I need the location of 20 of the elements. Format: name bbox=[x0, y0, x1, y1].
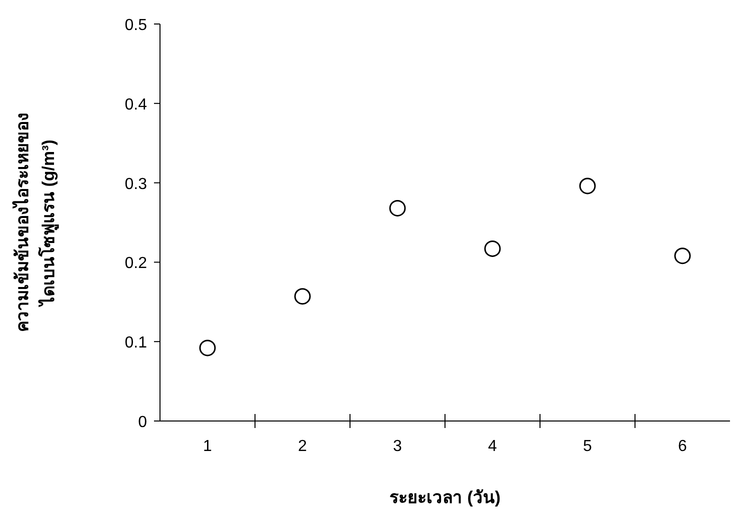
y-tick-label: 0 bbox=[138, 414, 148, 431]
point bbox=[674, 248, 691, 264]
point bbox=[389, 200, 406, 216]
y-tick-label: 0.3 bbox=[124, 176, 148, 193]
y-tick-label: 0.2 bbox=[124, 255, 148, 272]
y-axis-title: ความเข้มข้นของไอระเหยของ ไดเบนโซฟูแรน (g/m³) bbox=[12, 113, 60, 332]
x-tick-label: 5 bbox=[583, 438, 592, 455]
x-tick-label: 3 bbox=[393, 438, 402, 455]
x-tick-label: 1 bbox=[203, 438, 212, 455]
y-tick-label: 0.5 bbox=[124, 17, 148, 34]
x-tick-label: 2 bbox=[298, 438, 308, 455]
x-tick-label: 6 bbox=[678, 438, 688, 455]
y-tick-label: 0.1 bbox=[124, 334, 148, 352]
point bbox=[199, 340, 216, 356]
x-axis-title: ระยะเวลา (วัน) bbox=[389, 488, 501, 507]
y-tick-label: 0.4 bbox=[124, 96, 148, 114]
point bbox=[294, 288, 311, 305]
point bbox=[484, 240, 501, 257]
x-tick-label: 4 bbox=[488, 438, 498, 455]
point bbox=[579, 178, 596, 194]
